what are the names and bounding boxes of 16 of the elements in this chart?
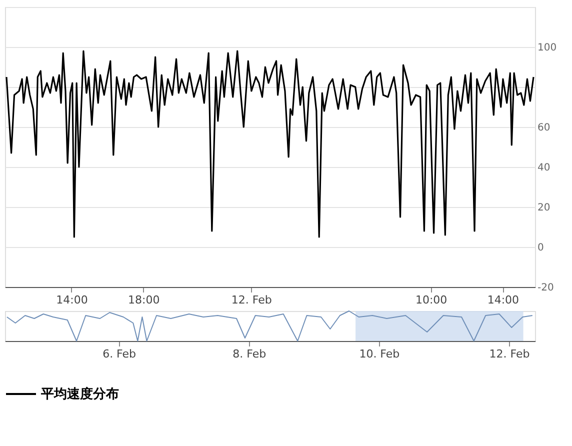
x-tick-label: 18:00 bbox=[128, 294, 160, 306]
y-tick-label: 100 bbox=[538, 42, 557, 54]
y-tick-label: -20 bbox=[538, 282, 554, 294]
y-tick-label: 40 bbox=[538, 162, 550, 174]
x-tick-label: 12. Feb bbox=[231, 294, 272, 306]
x-tick-label: 6. Feb bbox=[102, 348, 136, 360]
x-tick-label: 12. Feb bbox=[489, 348, 530, 360]
x-tick-label: 14:00 bbox=[56, 294, 88, 306]
y-tick-label: 60 bbox=[538, 122, 550, 134]
legend-label: 平均速度分布 bbox=[40, 386, 119, 402]
x-tick-label: 10:00 bbox=[415, 294, 448, 306]
x-tick-label: 10. Feb bbox=[359, 348, 400, 360]
y-tick-label: 20 bbox=[538, 202, 550, 214]
y-tick-label: 0 bbox=[538, 242, 544, 254]
x-tick-label: 8. Feb bbox=[232, 348, 266, 360]
x-tick-label: 14:00 bbox=[487, 294, 520, 306]
